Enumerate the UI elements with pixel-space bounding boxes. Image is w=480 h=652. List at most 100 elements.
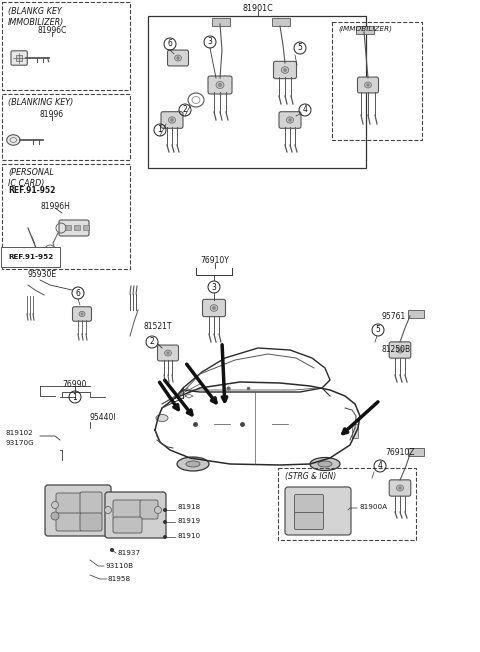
FancyBboxPatch shape	[56, 493, 82, 515]
Text: 4: 4	[302, 106, 307, 115]
Circle shape	[51, 512, 59, 520]
Ellipse shape	[175, 55, 181, 61]
FancyBboxPatch shape	[11, 51, 27, 65]
Bar	[356, 26, 374, 34]
Ellipse shape	[396, 485, 404, 491]
Text: 81996H: 81996H	[40, 202, 70, 211]
Circle shape	[398, 348, 402, 352]
Circle shape	[170, 118, 174, 122]
Text: 93110B: 93110B	[105, 563, 133, 569]
Circle shape	[398, 486, 402, 490]
FancyBboxPatch shape	[80, 492, 102, 514]
Bar	[212, 18, 230, 26]
Bar	[83, 225, 89, 230]
Text: 3: 3	[207, 38, 213, 46]
Ellipse shape	[210, 304, 218, 311]
FancyBboxPatch shape	[358, 77, 379, 93]
Text: (PERSONAL
IC CARD): (PERSONAL IC CARD)	[8, 168, 54, 188]
Circle shape	[155, 507, 161, 514]
Text: 1: 1	[72, 393, 77, 402]
FancyBboxPatch shape	[389, 342, 411, 358]
Ellipse shape	[287, 117, 294, 123]
Bar	[16, 55, 22, 61]
FancyBboxPatch shape	[157, 345, 179, 361]
Ellipse shape	[177, 457, 209, 471]
Text: 95440I: 95440I	[90, 413, 117, 422]
FancyBboxPatch shape	[203, 299, 226, 317]
Bar	[2, 164, 130, 269]
Circle shape	[218, 83, 222, 87]
Text: 81521T: 81521T	[143, 322, 171, 331]
FancyBboxPatch shape	[274, 61, 297, 79]
Text: 2: 2	[150, 338, 155, 346]
Bar	[408, 310, 424, 318]
Ellipse shape	[310, 458, 340, 471]
Text: 95761: 95761	[382, 312, 406, 321]
Bar	[74, 225, 80, 230]
Text: 81996C: 81996C	[37, 26, 67, 35]
FancyBboxPatch shape	[80, 513, 102, 531]
FancyBboxPatch shape	[285, 487, 351, 535]
Text: 4: 4	[378, 462, 383, 471]
FancyBboxPatch shape	[140, 500, 158, 519]
Ellipse shape	[7, 135, 20, 145]
Ellipse shape	[396, 347, 404, 353]
Text: 81996: 81996	[40, 110, 64, 119]
Text: (BLANKING KEY): (BLANKING KEY)	[8, 98, 73, 107]
Text: 5: 5	[298, 44, 302, 53]
Circle shape	[81, 312, 84, 316]
Circle shape	[283, 68, 287, 72]
Text: 93170G: 93170G	[5, 440, 34, 446]
Ellipse shape	[165, 350, 171, 356]
Text: 81900A: 81900A	[360, 504, 388, 510]
Text: (BLANKG KEY
IMMOBILIZER): (BLANKG KEY IMMOBILIZER)	[8, 7, 64, 27]
Bar	[65, 225, 71, 230]
Circle shape	[163, 520, 167, 524]
Text: 81901C: 81901C	[242, 4, 274, 13]
Text: (IMMOBILIZER): (IMMOBILIZER)	[338, 25, 392, 31]
Circle shape	[176, 56, 180, 60]
Bar	[148, 16, 366, 168]
Text: 81919: 81919	[178, 518, 201, 524]
FancyBboxPatch shape	[389, 480, 411, 496]
Text: 3: 3	[212, 282, 216, 291]
Ellipse shape	[79, 312, 85, 317]
Text: 76910Z: 76910Z	[385, 448, 415, 457]
Text: 95930E: 95930E	[28, 270, 57, 279]
FancyBboxPatch shape	[208, 76, 232, 94]
Text: 2: 2	[182, 106, 187, 115]
Text: 81937: 81937	[118, 550, 141, 556]
Text: 81918: 81918	[178, 504, 201, 510]
Text: 819102: 819102	[5, 430, 33, 436]
Circle shape	[110, 548, 114, 552]
FancyBboxPatch shape	[72, 306, 92, 321]
FancyBboxPatch shape	[105, 492, 166, 538]
Circle shape	[288, 118, 292, 122]
Text: 6: 6	[75, 288, 81, 297]
FancyBboxPatch shape	[45, 485, 111, 536]
Text: 81250B: 81250B	[382, 345, 411, 354]
Text: 6: 6	[168, 40, 172, 48]
Text: 76990: 76990	[63, 380, 87, 389]
Ellipse shape	[216, 82, 224, 89]
Bar	[272, 18, 290, 26]
Circle shape	[212, 306, 216, 310]
Bar	[2, 94, 130, 160]
Bar	[2, 2, 130, 90]
Text: REF.91-952: REF.91-952	[8, 186, 55, 195]
Circle shape	[166, 351, 170, 355]
Circle shape	[51, 501, 59, 509]
Circle shape	[105, 507, 111, 514]
Text: 76910Y: 76910Y	[201, 256, 229, 265]
FancyBboxPatch shape	[113, 500, 142, 519]
FancyBboxPatch shape	[59, 220, 89, 236]
FancyBboxPatch shape	[168, 50, 189, 66]
FancyBboxPatch shape	[113, 517, 142, 533]
Ellipse shape	[186, 461, 200, 467]
Ellipse shape	[156, 415, 168, 421]
Ellipse shape	[168, 117, 176, 123]
Ellipse shape	[318, 461, 332, 467]
FancyBboxPatch shape	[295, 512, 324, 529]
Text: 81958: 81958	[108, 576, 131, 582]
Text: 5: 5	[375, 325, 381, 334]
